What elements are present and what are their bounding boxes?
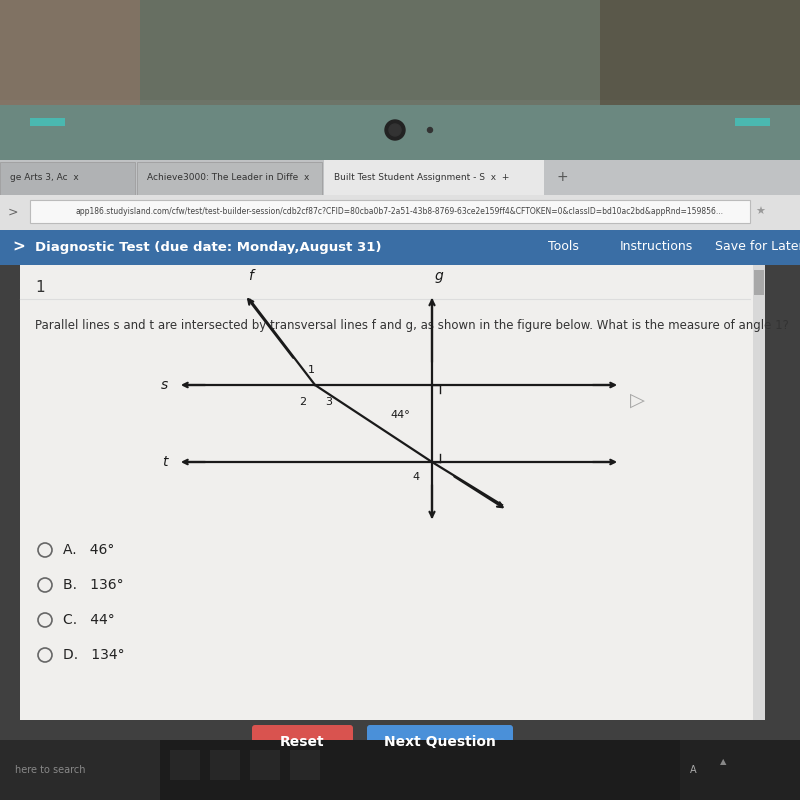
Text: 1: 1: [307, 365, 314, 375]
Bar: [0, 100, 800, 160]
Text: Next Question: Next Question: [384, 735, 496, 749]
Bar: [120, 740, 160, 800]
Bar: [753, 265, 765, 720]
Text: Instructions: Instructions: [620, 241, 694, 254]
Text: 4: 4: [413, 472, 419, 482]
Text: t: t: [162, 455, 168, 469]
Text: Built Test Student Assignment - S  x  +: Built Test Student Assignment - S x +: [334, 173, 510, 182]
Bar: [170, 750, 200, 780]
Bar: [20, 265, 765, 720]
Bar: [290, 750, 320, 780]
Circle shape: [38, 578, 52, 592]
Bar: [0, 0, 800, 160]
Bar: [250, 750, 280, 780]
Text: Save for Later: Save for Later: [715, 241, 800, 254]
Bar: [137, 162, 322, 195]
Bar: [754, 270, 764, 295]
Circle shape: [385, 120, 405, 140]
Text: app186.studyisland.com/cfw/test/test-builder-session/cdb2cf87c?CFID=80cba0b7-2a5: app186.studyisland.com/cfw/test/test-bui…: [76, 207, 724, 217]
Text: 44°: 44°: [390, 410, 410, 420]
Text: s: s: [161, 378, 168, 392]
Text: 3: 3: [326, 397, 333, 407]
Bar: [0, 230, 800, 265]
Bar: [0, 740, 120, 800]
Bar: [30, 118, 65, 126]
Text: ★: ★: [755, 207, 765, 217]
FancyBboxPatch shape: [252, 725, 353, 759]
Bar: [0, 195, 800, 230]
Text: A.   46°: A. 46°: [63, 543, 114, 557]
FancyBboxPatch shape: [367, 725, 513, 759]
Text: Achieve3000: The Leader in Diffe  x: Achieve3000: The Leader in Diffe x: [147, 173, 310, 182]
Bar: [735, 118, 770, 126]
Text: Tools: Tools: [548, 241, 579, 254]
Text: Diagnostic Test (due date: Monday,August 31): Diagnostic Test (due date: Monday,August…: [35, 241, 382, 254]
Bar: [30, 200, 750, 223]
Text: Reset: Reset: [280, 735, 325, 749]
Bar: [324, 160, 544, 195]
Text: +: +: [556, 170, 568, 184]
Text: Parallel lines s and t are intersected by transversal lines f and g, as shown in: Parallel lines s and t are intersected b…: [35, 318, 789, 331]
Text: ge Arts 3, Ac  x: ge Arts 3, Ac x: [10, 173, 78, 182]
Text: >: >: [12, 239, 25, 254]
Text: 1: 1: [35, 279, 45, 294]
Text: C.   44°: C. 44°: [63, 613, 114, 627]
Text: ▲: ▲: [720, 758, 726, 766]
Bar: [140, 0, 600, 105]
Bar: [0, 0, 140, 105]
Text: 2: 2: [299, 397, 306, 407]
Bar: [680, 740, 800, 800]
Circle shape: [389, 124, 401, 136]
Text: B.   136°: B. 136°: [63, 578, 124, 592]
Text: ▷: ▷: [630, 390, 645, 410]
Circle shape: [38, 648, 52, 662]
Text: f: f: [248, 269, 253, 283]
Bar: [0, 160, 800, 195]
Text: here to search: here to search: [15, 765, 86, 775]
Text: g: g: [435, 269, 444, 283]
Circle shape: [38, 613, 52, 627]
Circle shape: [38, 543, 52, 557]
Bar: [0, 162, 135, 195]
Text: >: >: [8, 206, 18, 218]
Text: A: A: [690, 765, 697, 775]
Bar: [600, 0, 800, 105]
Bar: [0, 740, 800, 800]
Bar: [210, 750, 240, 780]
Text: D.   134°: D. 134°: [63, 648, 125, 662]
Circle shape: [427, 127, 433, 133]
